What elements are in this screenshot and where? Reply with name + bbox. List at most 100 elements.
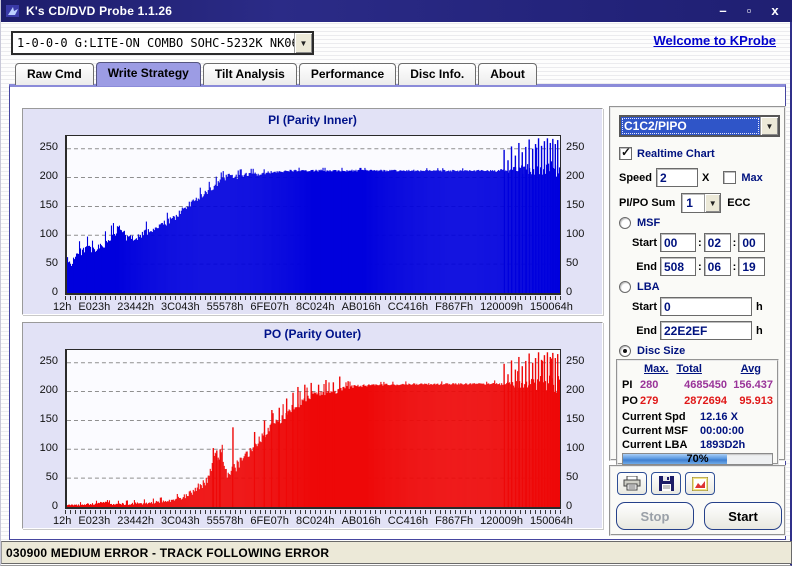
msf-start-label: Start	[631, 236, 657, 249]
print-button[interactable]	[617, 472, 647, 495]
po-yaxis-left: 0 50 100 150 200 250	[39, 355, 58, 512]
pipo-sum-dropdown-arrow[interactable]: ▼	[704, 194, 721, 212]
mode-select-value: C1C2/PIPO	[621, 117, 760, 135]
tab-tilt-analysis[interactable]: Tilt Analysis	[202, 63, 297, 85]
pi-total-value: 4685450	[684, 379, 727, 391]
max-label: Max	[741, 171, 763, 184]
scan-settings-group: C1C2/PIPO ▼ Realtime Chart Speed X Max P…	[609, 106, 786, 465]
tab-content-pane: PI (Parity Inner) 0 50 100 150 200 250 0 50 100…	[9, 84, 786, 540]
stats-header-avg: Avg	[740, 363, 761, 375]
progress-fill	[623, 454, 728, 464]
colon-separator: :	[698, 236, 702, 249]
po-stats-row: PO 279 2872694 95.913	[618, 395, 777, 407]
pi-max-value: 280	[640, 379, 659, 391]
lba-end-input[interactable]	[660, 321, 752, 340]
pipo-sum-select[interactable]: 1 ▼	[681, 193, 722, 213]
pi-yaxis-left: 0 50 100 150 200 250	[39, 141, 58, 298]
speed-label: Speed	[619, 171, 653, 184]
pi-stats-row: PI 280 4685450 156.437	[618, 379, 777, 391]
po-plot-area	[65, 349, 561, 509]
drive-select-value: 1-0-0-0 G:LITE-ON COMBO SOHC-5232K NK06	[17, 36, 294, 50]
ecc-label: ECC	[727, 197, 751, 209]
po-avg-value: 95.913	[739, 395, 773, 407]
msf-radio[interactable]	[619, 217, 631, 229]
app-icon	[6, 5, 19, 17]
pi-row-label: PI	[622, 379, 633, 391]
pi-chart-title: PI (Parity Inner)	[268, 113, 357, 127]
msf-label: MSF	[637, 217, 661, 229]
po-max-value: 279	[640, 395, 659, 407]
lba-start-label: Start	[631, 300, 657, 313]
scan-progress-bar: 70%	[622, 453, 773, 465]
current-lba-value: 1893D2h	[700, 439, 746, 451]
floppy-disk-icon	[658, 476, 674, 491]
minimize-button[interactable]: –	[719, 3, 727, 18]
po-total-value: 2872694	[684, 395, 727, 407]
po-xaxis-labels: 12h E023h 23442h 3C043h 55578h 6FE07h 8C024h AB…	[53, 515, 573, 527]
lba-end-unit: h	[756, 324, 763, 337]
pi-xaxis-labels: 12h E023h 23442h 3C043h 55578h 6FE07h 8C024h AB…	[53, 301, 573, 313]
tab-about[interactable]: About	[478, 63, 537, 85]
chevron-down-icon: ▼	[765, 121, 774, 131]
current-msf-row: Current MSF 00:00:00	[622, 425, 773, 437]
capture-button[interactable]	[685, 472, 715, 495]
speed-unit-label: X	[702, 171, 710, 184]
progress-percent-label: 70%	[686, 453, 709, 465]
current-lba-label: Current LBA	[622, 439, 688, 451]
tab-disc-info[interactable]: Disc Info.	[398, 63, 477, 85]
chevron-down-icon: ▼	[708, 198, 717, 208]
lba-start-unit: h	[756, 300, 763, 313]
colon-separator: :	[698, 260, 702, 273]
pipo-sum-value: 1	[686, 196, 693, 210]
tab-write-strategy[interactable]: Write Strategy	[95, 62, 201, 86]
chart-image-icon	[692, 476, 708, 491]
tab-bar: Raw Cmd Write Strategy Tilt Analysis Per…	[15, 62, 539, 86]
pi-xaxis-ticks	[65, 296, 561, 300]
msf-end-label: End	[636, 260, 657, 273]
tab-performance[interactable]: Performance	[298, 63, 397, 85]
colon-separator: :	[732, 236, 737, 249]
lba-radio[interactable]	[619, 281, 631, 293]
status-bar: 030900 MEDIUM ERROR - TRACK FOLLOWING ER…	[1, 541, 792, 564]
msf-end-min[interactable]	[660, 257, 696, 276]
window-title: K's CD/DVD Probe 1.1.26	[26, 4, 173, 18]
start-button[interactable]: Start	[704, 502, 782, 530]
welcome-link[interactable]: Welcome to KProbe	[653, 33, 776, 48]
tab-raw-cmd[interactable]: Raw Cmd	[15, 63, 94, 85]
max-checkbox[interactable]	[723, 171, 737, 184]
stats-header-row: Max. Total Avg	[618, 363, 777, 375]
msf-start-sec[interactable]	[703, 233, 731, 252]
stats-header-total: Total	[676, 363, 702, 375]
msf-end-sec[interactable]	[703, 257, 731, 276]
po-chart-panel: PO (Parity Outer) 0 50 100 150 200 250 0 50 100…	[22, 322, 603, 529]
pipo-sum-label: PI/PO Sum	[619, 197, 676, 209]
mode-select[interactable]: C1C2/PIPO ▼	[619, 115, 780, 137]
realtime-chart-label: Realtime Chart	[637, 147, 715, 160]
speed-input[interactable]	[656, 168, 699, 187]
current-msf-value: 00:00:00	[700, 425, 745, 437]
disc-size-radio[interactable]	[619, 345, 631, 357]
po-xaxis-ticks	[65, 510, 561, 514]
stats-header-max: Max.	[644, 363, 669, 375]
current-spd-label: Current Spd	[622, 411, 686, 423]
close-button[interactable]: x	[771, 3, 779, 18]
drive-dropdown-arrow[interactable]: ▼	[294, 33, 312, 53]
realtime-chart-checkbox[interactable]	[619, 145, 632, 160]
save-button[interactable]	[651, 472, 681, 495]
pi-yaxis-right: 0 50 100 150 200 250	[566, 141, 585, 298]
pi-chart-panel: PI (Parity Inner) 0 50 100 150 200 250 0 50 100…	[22, 108, 603, 315]
drive-select[interactable]: 1-0-0-0 G:LITE-ON COMBO SOHC-5232K NK06 …	[11, 31, 314, 55]
pi-avg-value: 156.437	[733, 379, 773, 391]
lba-start-input[interactable]	[660, 297, 752, 316]
msf-end-frame[interactable]	[738, 257, 766, 276]
mode-dropdown-arrow[interactable]: ▼	[760, 117, 778, 135]
pi-plot-area	[65, 135, 561, 295]
maximize-button[interactable]: ▫	[746, 3, 752, 18]
msf-start-frame[interactable]	[738, 233, 766, 252]
stop-button[interactable]: Stop	[616, 502, 694, 530]
printer-icon	[623, 476, 641, 491]
po-chart-title: PO (Parity Outer)	[263, 327, 362, 341]
msf-start-min[interactable]	[660, 233, 696, 252]
lba-end-label: End	[636, 324, 657, 337]
actions-group: Stop Start	[609, 465, 786, 536]
